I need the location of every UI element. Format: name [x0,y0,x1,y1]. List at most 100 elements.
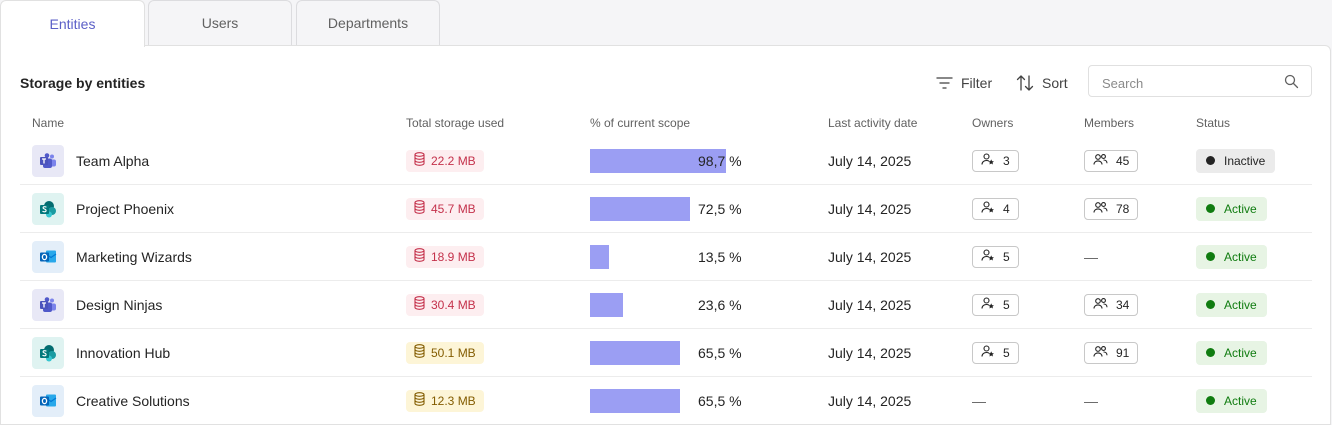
sort-icon [1016,74,1034,92]
column-header-scope[interactable]: % of current scope [590,116,691,130]
members-badge[interactable]: 91 [1084,341,1139,364]
owner-icon [981,296,995,313]
scope-percent: 65,5 % [698,344,742,361]
filter-label: Filter [961,75,993,91]
last-activity-date: July 14, 2025 [828,200,912,217]
entity-icon-cell [32,233,64,280]
status-label: Active [1224,201,1257,216]
status-badge: Active [1196,196,1267,221]
tab-departments[interactable]: Departments [296,0,440,45]
members-count: 34 [1116,297,1130,312]
owners-badge[interactable]: 5 [972,245,1019,268]
status-badge: Active [1196,340,1267,365]
database-icon [414,344,425,361]
table-row[interactable]: Innovation Hub 50.1 MB 65,5 % July 14, 2… [20,329,1312,377]
status-dot [1206,204,1215,213]
status-badge: Active [1196,388,1267,413]
column-header-storage[interactable]: Total storage used [406,116,505,130]
table-row[interactable]: Project Phoenix 45.7 MB 72,5 % July 14, … [20,185,1312,233]
database-icon [414,200,425,217]
members-empty: — [1084,248,1098,265]
owners-empty: — [972,392,986,409]
members-icon [1093,153,1108,169]
status-dot [1206,156,1215,165]
scope-percent: 98,7 % [698,152,742,169]
database-icon [414,152,425,169]
storage-badge: 22.2 MB [406,149,484,172]
entity-name[interactable]: Project Phoenix [76,200,175,217]
owners-badge[interactable]: 4 [972,197,1019,220]
entity-icon-cell [32,377,64,424]
search-icon[interactable] [1284,74,1299,94]
column-header-last-activity[interactable]: Last activity date [828,116,918,130]
column-header-status[interactable]: Status [1196,116,1231,130]
entity-icon-cell [32,329,64,376]
table-row[interactable]: Team Alpha 22.2 MB 98,7 % July 14, 2025 … [20,137,1312,185]
status-label: Active [1224,393,1257,408]
status-badge: Active [1196,244,1267,269]
scope-bar-track [590,329,740,376]
status-dot [1206,252,1215,261]
outlook-icon [32,384,64,417]
members-count: 45 [1116,153,1130,168]
owners-badge[interactable]: 3 [972,149,1019,172]
tab-users[interactable]: Users [148,0,292,45]
owner-icon [981,200,995,217]
entity-name[interactable]: Creative Solutions [76,392,190,409]
owner-icon [981,152,995,169]
teams-icon [32,288,64,321]
sort-label: Sort [1042,75,1068,91]
members-badge[interactable]: 78 [1084,197,1139,220]
filter-button[interactable]: Filter [936,72,992,94]
search-input[interactable] [1100,72,1274,94]
table-row[interactable]: Design Ninjas 30.4 MB 23,6 % July 14, 20… [20,281,1312,329]
owners-badge[interactable]: 5 [972,293,1019,316]
storage-value: 22.2 MB [431,153,476,168]
scope-bar-track [590,377,740,424]
column-header-members[interactable]: Members [1084,116,1135,130]
table-row[interactable]: Marketing Wizards 18.9 MB 13,5 % July 14… [20,233,1312,281]
status-label: Active [1224,297,1257,312]
status-dot [1206,300,1215,309]
entities-panel: Storage by entities Filter Sort Name Tot… [0,45,1331,425]
owners-count: 5 [1003,249,1010,264]
owners-count: 4 [1003,201,1010,216]
scope-percent: 72,5 % [698,200,742,217]
sharepoint-icon [32,336,64,369]
entity-name[interactable]: Team Alpha [76,152,150,169]
last-activity-date: July 14, 2025 [828,248,912,265]
status-badge: Active [1196,292,1267,317]
filter-icon [936,76,953,90]
last-activity-date: July 14, 2025 [828,344,912,361]
database-icon [414,296,425,313]
owners-count: 5 [1003,345,1010,360]
scope-bar-track [590,233,740,280]
entity-name[interactable]: Innovation Hub [76,344,171,361]
entity-icon-cell [32,281,64,328]
scope-bar [590,245,609,269]
storage-badge: 12.3 MB [406,389,484,412]
scope-bar-track [590,281,740,328]
members-badge[interactable]: 34 [1084,293,1139,316]
entity-name[interactable]: Design Ninjas [76,296,163,313]
last-activity-date: July 14, 2025 [828,296,912,313]
owners-badge[interactable]: 5 [972,341,1019,364]
outlook-icon [32,240,64,273]
teams-icon [32,144,64,177]
tab-entities[interactable]: Entities [0,0,145,47]
search-box [1088,65,1312,97]
status-label: Inactive [1224,153,1266,168]
status-dot [1206,396,1215,405]
members-badge[interactable]: 45 [1084,149,1139,172]
members-count: 78 [1116,201,1130,216]
column-header-name[interactable]: Name [32,116,65,130]
database-icon [414,248,425,265]
column-header-owners[interactable]: Owners [972,116,1014,130]
status-badge: Inactive [1196,148,1276,173]
status-label: Active [1224,345,1257,360]
storage-badge: 18.9 MB [406,245,484,268]
sort-button[interactable]: Sort [1016,72,1068,94]
storage-badge: 30.4 MB [406,293,484,316]
table-row[interactable]: Creative Solutions 12.3 MB 65,5 % July 1… [20,377,1312,425]
entity-name[interactable]: Marketing Wizards [76,248,192,265]
